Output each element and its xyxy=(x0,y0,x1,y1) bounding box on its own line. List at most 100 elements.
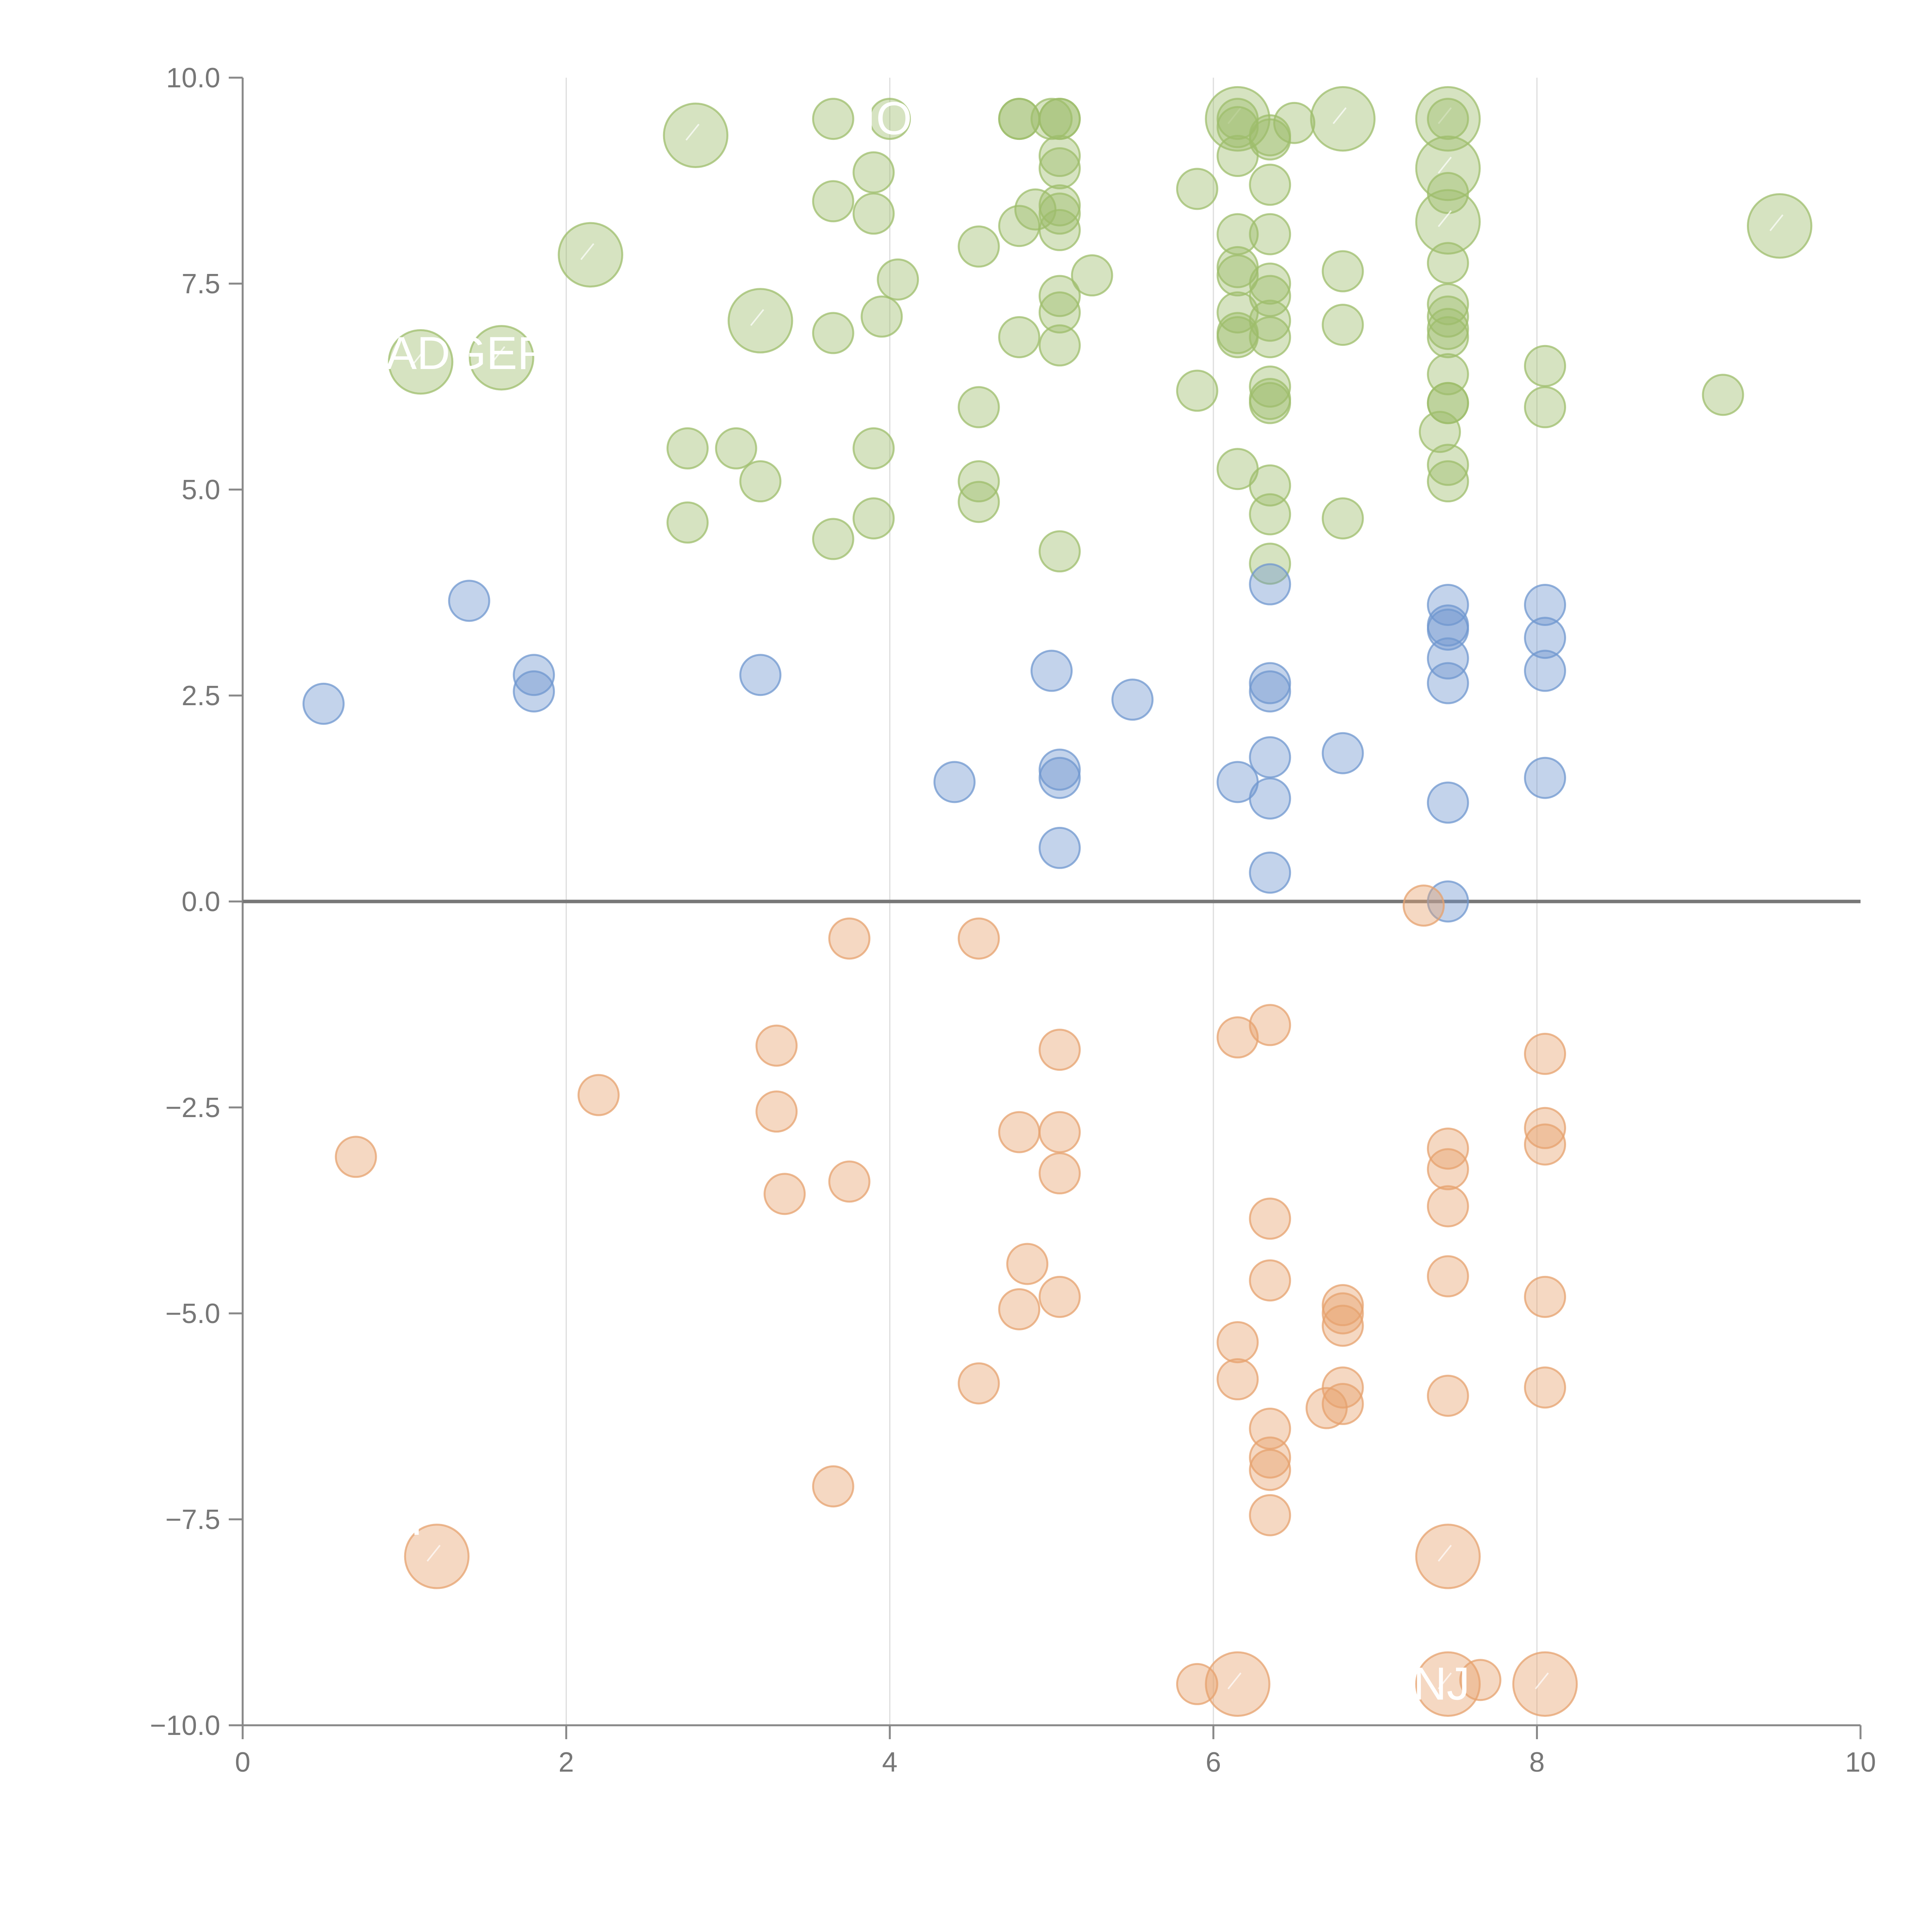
bubble-highlight xyxy=(1438,210,1452,227)
x-tick-label: 6 xyxy=(1206,1747,1221,1778)
bubble-green xyxy=(469,325,534,391)
bubble-green xyxy=(812,98,854,140)
bubble-orange xyxy=(1216,1321,1259,1364)
bubble-orange xyxy=(1403,884,1445,927)
bubble-highlight xyxy=(410,350,425,367)
bubble-orange xyxy=(1038,1152,1081,1195)
bubble-highlight xyxy=(491,346,505,363)
bubble-green xyxy=(1249,493,1291,536)
y-tick-label: 10.0 xyxy=(166,63,220,94)
bubble-green xyxy=(1415,135,1481,201)
bubble-green xyxy=(1415,86,1481,152)
bubble-green xyxy=(1249,316,1291,359)
bubble-green xyxy=(812,312,854,354)
y-tick-label: −7.5 xyxy=(165,1504,220,1535)
bubble-green xyxy=(1176,369,1218,412)
bubble-blue xyxy=(1249,670,1291,713)
bubble-green xyxy=(728,288,793,354)
bubble-orange xyxy=(1427,1255,1469,1298)
bubble-orange xyxy=(1524,1276,1566,1318)
bubble-green xyxy=(998,205,1041,247)
bubble-green xyxy=(998,316,1041,359)
bubble-blue xyxy=(933,761,976,803)
bubble-green xyxy=(1249,262,1291,305)
bubble-green xyxy=(852,497,895,540)
bubble-highlight xyxy=(1438,156,1452,174)
bubble-green xyxy=(1038,135,1081,177)
bubble-orange xyxy=(1216,1358,1259,1401)
bubble-orange xyxy=(1249,1436,1291,1479)
bubble-green xyxy=(1249,378,1291,420)
bubble-blue xyxy=(1427,637,1469,680)
bubble-blue xyxy=(513,654,555,696)
bubble-green xyxy=(1418,411,1461,453)
bubble-orange xyxy=(755,1024,798,1067)
bubble-orange xyxy=(1305,1387,1348,1429)
bubble-blue xyxy=(1249,736,1291,779)
bubble-green xyxy=(1038,147,1081,190)
bubble-green xyxy=(1427,382,1469,424)
y-tick-label: 2.5 xyxy=(182,680,220,711)
bubble-orange xyxy=(1512,1651,1578,1717)
bubble-orange xyxy=(1249,1449,1291,1491)
bubble-text-label: NJ xyxy=(1413,1658,1470,1709)
bubble-text-label: I xyxy=(410,1493,423,1545)
bubble-highlight xyxy=(1535,1672,1549,1689)
bubble-blue xyxy=(1031,650,1073,692)
bubble-green xyxy=(1038,324,1081,367)
bubble-green xyxy=(1216,213,1259,255)
bubble-highlight xyxy=(1769,214,1784,231)
bubble-green xyxy=(1321,497,1364,540)
bubble-green xyxy=(1524,345,1566,387)
bubble-orange xyxy=(1524,1032,1566,1075)
bubble-green xyxy=(1427,444,1469,486)
bubble-orange xyxy=(957,917,1000,960)
bubble-green xyxy=(1427,353,1469,396)
x-tick-label: 8 xyxy=(1529,1747,1545,1778)
bubble-green xyxy=(666,501,709,544)
bubble-blue xyxy=(1524,650,1566,692)
bubble-highlight xyxy=(1438,107,1452,124)
bubble-green xyxy=(1273,102,1316,144)
bubble-blue xyxy=(448,580,490,622)
bubble-green xyxy=(1249,213,1291,255)
bubble-green xyxy=(812,518,854,560)
bubble-green xyxy=(1427,242,1469,284)
bubble-blue xyxy=(1111,679,1154,721)
bubble-green xyxy=(1427,283,1469,325)
bubble-blue xyxy=(1427,781,1469,824)
bubble-orange xyxy=(577,1074,620,1116)
bubble-green xyxy=(1038,291,1081,334)
bubble-highlight xyxy=(1438,1544,1452,1562)
bubble-blue xyxy=(1524,757,1566,799)
bubble-highlight xyxy=(750,309,764,326)
bubble-blue xyxy=(1249,563,1291,605)
bubble-highlight xyxy=(427,1544,441,1562)
bubble-green xyxy=(1038,209,1081,251)
bubble-green xyxy=(388,329,454,395)
bubble-green xyxy=(739,460,782,503)
bubble-orange xyxy=(1038,1276,1081,1318)
bubble-orange xyxy=(335,1136,377,1178)
bubble-green xyxy=(1031,98,1073,140)
bubble-green xyxy=(1249,366,1291,408)
bubble-green xyxy=(852,151,895,194)
bubble-green xyxy=(957,225,1000,268)
bubble-green xyxy=(1038,192,1081,235)
bubble-highlight xyxy=(1227,107,1242,124)
bubble-orange xyxy=(1038,1029,1081,1071)
bubble-orange xyxy=(404,1524,470,1589)
bubble-blue xyxy=(1427,662,1469,704)
bubble-blue xyxy=(1524,617,1566,659)
y-tick-label: 5.0 xyxy=(182,474,220,505)
x-tick-label: 0 xyxy=(235,1747,250,1778)
bubble-orange xyxy=(1249,1259,1291,1302)
bubble-blue xyxy=(1524,583,1566,626)
bubble-orange xyxy=(998,1288,1041,1330)
bubble-green xyxy=(1747,193,1813,259)
bubble-orange xyxy=(828,917,871,960)
bubble-green xyxy=(558,222,623,288)
bubble-orange xyxy=(1459,1659,1502,1701)
bubble-highlight xyxy=(1438,1672,1452,1689)
